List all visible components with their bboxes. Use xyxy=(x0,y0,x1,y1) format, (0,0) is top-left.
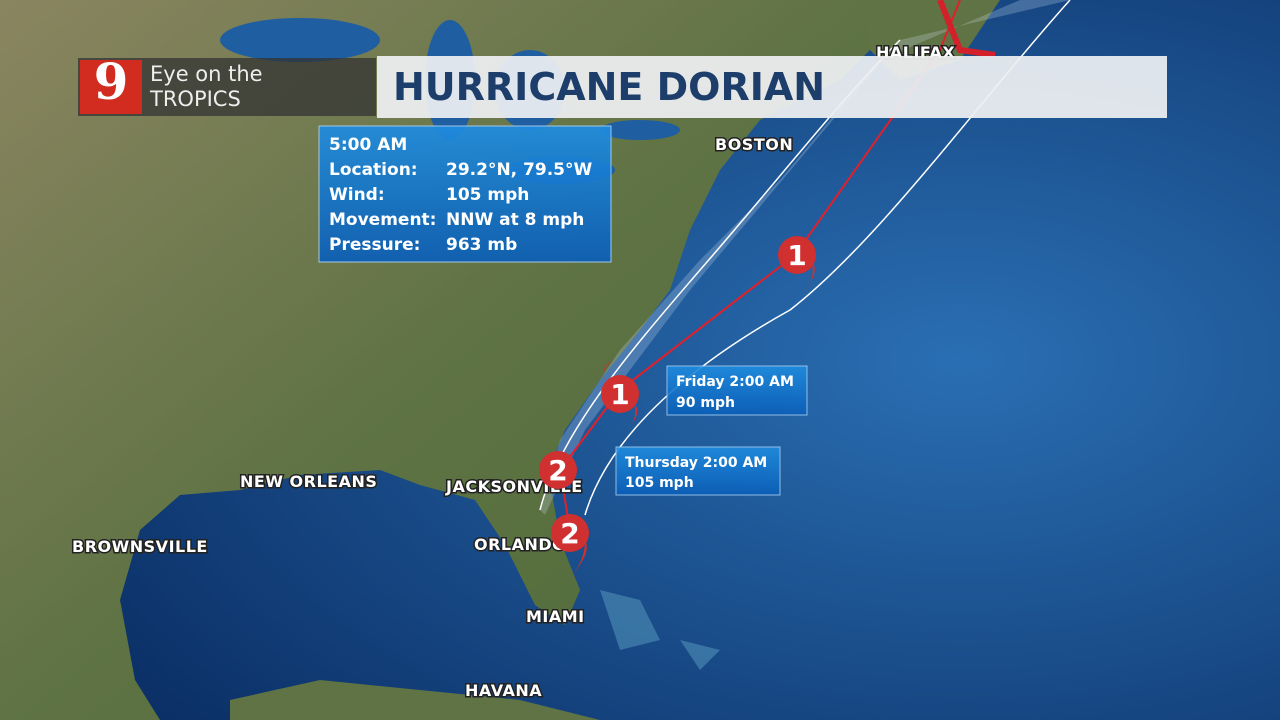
city-label: BOSTON xyxy=(715,135,793,154)
storm-category: 1 xyxy=(610,378,629,411)
storm-marker: 1 xyxy=(601,360,639,430)
city-label: MIAMI xyxy=(526,607,585,626)
logo-number: 9 xyxy=(94,52,129,111)
info-box: 5:00 AM Location: 29.2°N, 79.5°W Wind: 1… xyxy=(318,125,612,263)
info-key: Pressure: xyxy=(329,235,420,255)
forecast-time: Friday 2:00 AM xyxy=(676,374,794,390)
shallows xyxy=(600,590,720,670)
city-label: BROWNSVILLE xyxy=(72,537,208,556)
logo-text: TROPICS xyxy=(149,87,241,111)
info-key: Location: xyxy=(329,160,418,180)
forecast-label: Thursday 2:00 AM 105 mph xyxy=(615,446,781,496)
forecast-time: Thursday 2:00 AM xyxy=(625,455,767,471)
forecast-label: Friday 2:00 AM 90 mph xyxy=(666,365,808,416)
storm-category: 2 xyxy=(548,454,567,487)
forecast-wind: 105 mph xyxy=(625,475,694,491)
storm-category: 1 xyxy=(787,239,806,272)
land xyxy=(0,0,880,720)
storm-category: 2 xyxy=(560,517,579,550)
info-key: Movement: xyxy=(329,210,436,230)
storm-markers: 1 1 2 2 xyxy=(539,236,816,575)
title-bar xyxy=(377,56,1167,118)
info-value: 29.2°N, 79.5°W xyxy=(446,160,592,180)
info-key: Wind: xyxy=(329,185,385,205)
track-line xyxy=(937,0,996,58)
storm-marker: 1 xyxy=(778,236,816,292)
city-label: HAVANA xyxy=(465,681,542,700)
header: 9 Eye on the TROPICS HURRICANE DORIAN xyxy=(78,52,1167,118)
forecast-wind: 90 mph xyxy=(676,395,735,411)
logo-badge xyxy=(80,60,142,114)
storm-marker: 2 xyxy=(539,451,577,489)
info-time: 5:00 AM xyxy=(329,135,407,155)
info-value: 963 mb xyxy=(446,235,517,255)
logo-text: Eye on the xyxy=(150,62,263,86)
city-label: ORLANDO xyxy=(474,535,566,554)
info-value: 105 mph xyxy=(446,185,529,205)
city-label: NEW ORLEANS xyxy=(240,472,377,491)
land xyxy=(230,680,600,720)
storm-marker: 2 xyxy=(551,514,589,575)
title: HURRICANE DORIAN xyxy=(393,65,825,109)
info-value: NNW at 8 mph xyxy=(446,210,584,230)
